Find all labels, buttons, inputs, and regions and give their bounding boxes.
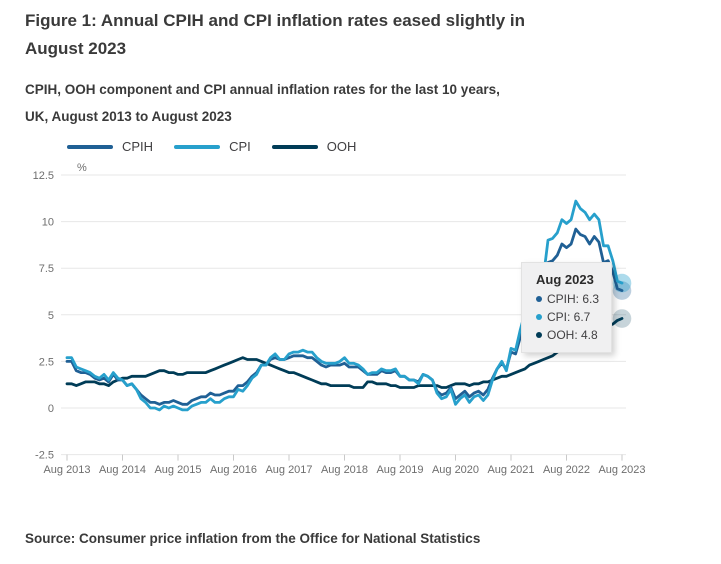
legend-item-ooh[interactable]: OOH xyxy=(271,139,357,154)
series-bullet-icon xyxy=(536,296,542,302)
legend-line-swatch xyxy=(271,144,318,149)
x-tick-label-aug-2014: Aug 2014 xyxy=(99,464,146,476)
y-tick-label-2.5: 2.5 xyxy=(39,356,54,368)
chart-tooltip: Aug 2023 CPIH: 6.3 CPI: 6.7 OOH: 4.8 xyxy=(521,262,613,353)
x-tick-label-aug-2019: Aug 2019 xyxy=(376,464,423,476)
tooltip-date-title: Aug 2023 xyxy=(536,272,594,287)
figure-subtitle: CPIH, OOH component and CPI annual infla… xyxy=(25,76,565,130)
y-tick-label-5: 5 xyxy=(48,310,54,322)
legend-label-cpih: CPIH xyxy=(122,139,154,154)
x-tick-label-aug-2018: Aug 2018 xyxy=(321,464,368,476)
figure-subtitle-line-2: UK, August 2013 to August 2023 xyxy=(25,109,232,124)
x-tick-label-aug-2016: Aug 2016 xyxy=(210,464,257,476)
legend-line-swatch xyxy=(67,144,113,149)
y-tick-label-0: 0 xyxy=(48,403,54,415)
legend-label-ooh: OOH xyxy=(326,139,357,154)
y-axis-unit-label: % xyxy=(77,162,87,174)
figure-title: Figure 1: Annual CPIH and CPI inflation … xyxy=(25,7,585,63)
chart-legend: CPIH CPI OOH xyxy=(67,139,377,154)
x-tick-label-aug-2023: Aug 2023 xyxy=(598,464,645,476)
legend-item-cpih[interactable]: CPIH xyxy=(67,139,153,154)
x-tick-label-aug-2015: Aug 2015 xyxy=(154,464,201,476)
tooltip-series-value: CPI: 6.7 xyxy=(536,308,599,326)
tooltip-series-value: OOH: 4.8 xyxy=(536,326,599,344)
figure-title-line-2: August 2023 xyxy=(25,39,127,58)
inflation-line-chart[interactable]: 12.5 10 7.5 5 2.5 0 -2.5% Aug 2013 Aug 2014 Aug 2… xyxy=(0,155,721,495)
legend-item-cpi[interactable]: CPI xyxy=(174,139,251,154)
series-bullet-icon xyxy=(536,314,542,320)
x-tick-label-aug-2020: Aug 2020 xyxy=(432,464,479,476)
figure-subtitle-line-1: CPIH, OOH component and CPI annual infla… xyxy=(25,82,500,97)
series-line-ooh[interactable] xyxy=(65,317,624,389)
x-tick-label-aug-2022: Aug 2022 xyxy=(543,464,590,476)
legend-line-swatch xyxy=(174,144,221,149)
legend-label-cpi: CPI xyxy=(229,139,251,154)
x-tick-label-aug-2021: Aug 2021 xyxy=(487,464,534,476)
series-bullet-icon xyxy=(536,332,542,338)
tooltip-series-value: CPIH: 6.3 xyxy=(536,290,599,308)
x-tick-label-aug-2017: Aug 2017 xyxy=(265,464,312,476)
y-tick-label-12.5: 12.5 xyxy=(33,170,54,182)
figure-title-line-1: Figure 1: Annual CPIH and CPI inflation … xyxy=(25,11,526,30)
source-text: Source: Consumer price inflation from th… xyxy=(25,531,481,546)
x-tick-label-aug-2013: Aug 2013 xyxy=(43,464,90,476)
y-tick-label--2.5: -2.5 xyxy=(35,450,54,462)
y-tick-label-10: 10 xyxy=(42,217,54,229)
y-tick-label-7.5: 7.5 xyxy=(39,263,54,275)
